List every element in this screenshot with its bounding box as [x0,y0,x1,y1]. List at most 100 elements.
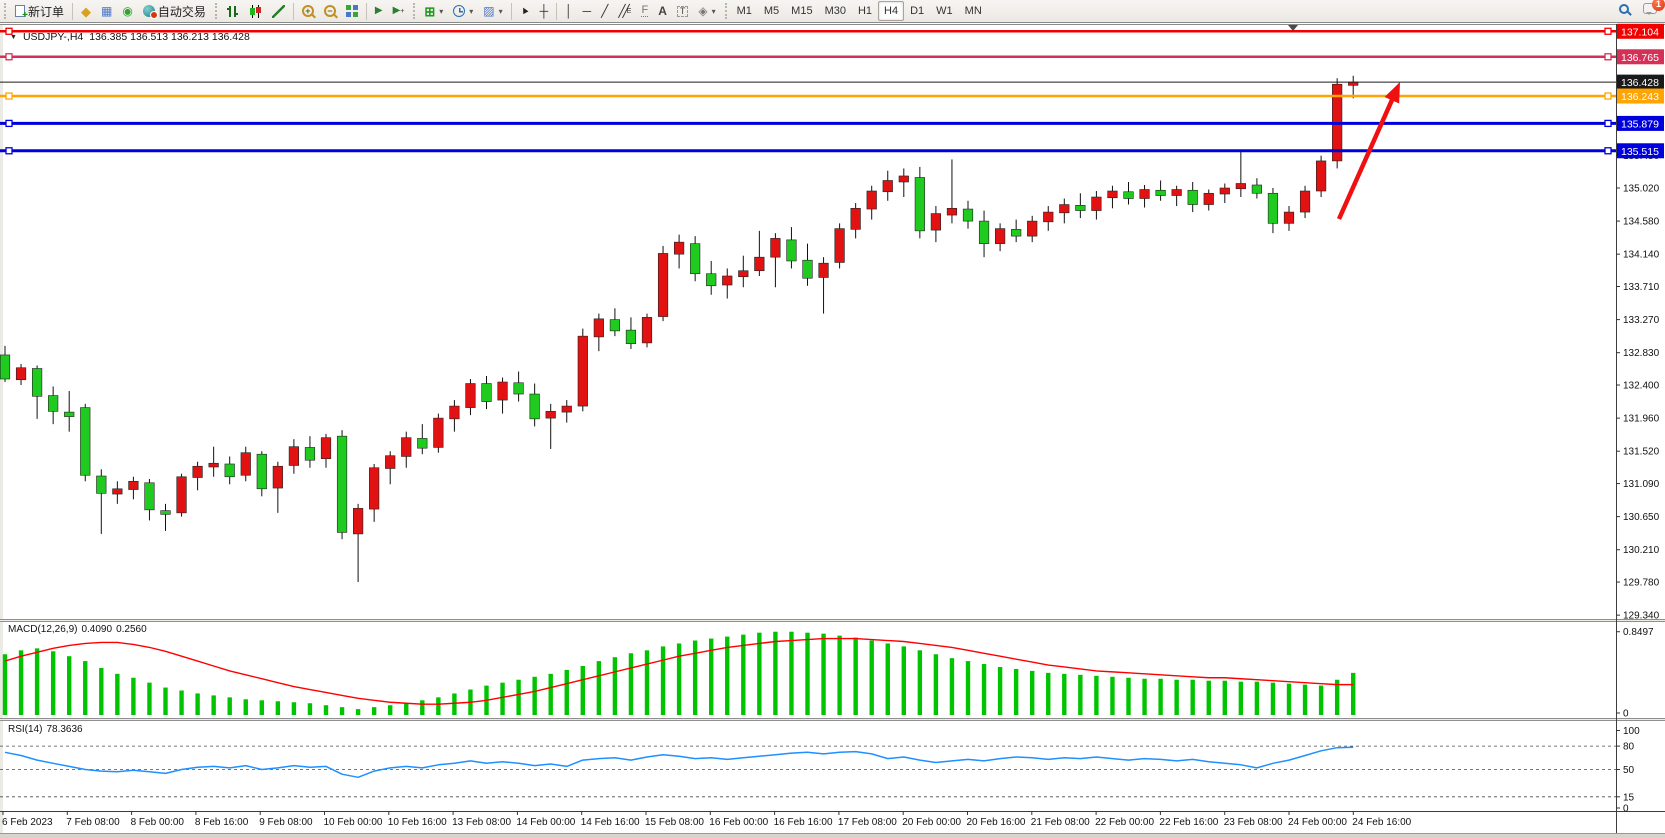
channel-button[interactable]: ╱╱ E [613,1,636,21]
horizontal-line-button[interactable]: ─ [578,1,597,21]
timeframe-d1-button[interactable]: D1 [910,5,925,17]
price-axis-label: 130.650 [1623,512,1660,523]
crosshair-button[interactable]: ┼ [535,1,554,21]
timeframe-m30-button[interactable]: M30 [824,5,846,17]
candle-body [641,317,653,344]
macd-bar [179,690,184,715]
arrows-button[interactable]: ◈ ▾ [693,1,720,21]
chart-shift-button[interactable]: ▶ + [388,1,410,21]
fibonacci-button[interactable]: F [636,1,653,21]
candle-body [898,175,909,183]
vertical-line-button[interactable]: │ [560,1,578,21]
tile-windows-button[interactable] [341,1,363,21]
support-line-2-handle[interactable] [1604,147,1612,155]
time-axis-label: 16 Feb 16:00 [774,817,833,828]
timeframe-m1-button[interactable]: M1 [736,5,752,17]
resistance-line-1-handle[interactable] [1604,27,1612,35]
text-button[interactable]: A [653,1,672,21]
candle-body [1075,204,1086,211]
timeframe-m15-button[interactable]: M15 [791,5,813,17]
search-icon[interactable] [1619,3,1629,14]
timeframe-w1-button[interactable]: W1 [936,5,953,17]
candlestick-chart-button[interactable] [244,1,267,21]
autotrading-button-label: 自动交易 [157,4,206,19]
candle-body [465,383,476,408]
resistance-line-2-handle[interactable] [5,53,13,61]
candle-icon [248,4,262,18]
candle-body [31,368,43,397]
bar-chart-button[interactable] [221,1,244,21]
zoom-out-button[interactable]: − [319,1,341,21]
main-macd-splitter[interactable] [0,619,1665,622]
symbol-dropdown-icon[interactable]: ▼ [10,33,17,41]
macd-bar [949,658,955,715]
macd-bar [1142,678,1147,715]
time-axis-label: 14 Feb 16:00 [581,817,640,828]
market-watch-button[interactable]: ▦ [96,1,117,21]
support-line-1-handle[interactable] [1604,119,1612,128]
line-chart-button[interactable] [267,1,290,21]
timeframe-m5-button[interactable]: M5 [763,5,780,17]
macd-bar [1126,677,1131,715]
candle-body [369,467,380,510]
candle-body [176,476,187,514]
trendline-icon: ╱ [601,4,609,18]
candle-body [1235,183,1246,190]
support-line-1-price-flag [1617,115,1664,131]
periods-button[interactable]: ▾ [448,1,478,21]
macd-bar [420,700,425,715]
macd-bar [500,682,505,715]
price-axis-label: 135.020 [1623,184,1660,195]
label-button[interactable]: T [672,1,694,21]
auto-scroll-button[interactable]: ▶ [370,1,388,21]
label-icon: T [676,5,689,17]
monitor-icon: ▦ [101,4,113,18]
support-line-1-price-label: 135.879 [1621,118,1659,130]
trendline-button[interactable]: ╱ [596,1,613,21]
candle-body [401,437,412,457]
trend-arrow-head[interactable] [1384,82,1400,104]
timeframe-h4-button[interactable]: H4 [878,1,905,21]
macd-bar [275,701,281,715]
candle-body [160,510,171,515]
timeframe-mn-button[interactable]: MN [964,5,982,17]
candle-body [962,208,974,222]
chevron-down-icon: ▾ [469,6,474,16]
new-order-button[interactable]: 新订单 [10,1,69,21]
macd-bar [1238,681,1244,715]
channel-icon: ╱╱ E [618,4,632,18]
macd-bar [388,705,393,715]
candle-body [1267,192,1279,224]
signal-button[interactable]: ◉ [117,1,137,21]
support-line-2-handle[interactable] [5,147,13,155]
support-line-1-handle[interactable] [5,119,13,128]
macd-bar [596,661,602,715]
gold-button[interactable]: ◆ [76,1,96,21]
resistance-line-2-handle[interactable] [1604,53,1612,61]
macd-bar [580,666,585,715]
macd-rsi-splitter[interactable] [0,718,1665,721]
timeframe-h1-button[interactable]: H1 [857,5,873,17]
trend-arrow-shaft[interactable] [1336,93,1397,220]
resistance-line-1-handle[interactable] [5,27,13,35]
autotrading-button[interactable]: 自动交易 [138,1,211,21]
linechart-icon [271,4,285,18]
zoom-in-button[interactable]: + [297,1,319,21]
time-axis-label: 24 Feb 16:00 [1352,817,1411,828]
macd-signal-value: 0.2560 [116,624,147,635]
macd-bar [34,648,40,715]
candle-body [754,256,765,272]
orange-level-line-handle[interactable] [1604,92,1612,100]
macd-bar [821,633,826,715]
new-order-button-label: 新订单 [28,4,65,19]
candle-body [834,228,845,263]
chevron-down-icon: ▾ [498,6,503,16]
macd-bar [1094,675,1099,715]
indicators-button[interactable]: ⊞ ▾ [419,1,448,21]
notifications-button[interactable]: 1 [1643,0,1665,15]
orange-level-line-handle[interactable] [5,92,13,100]
gold-icon: ◆ [81,3,92,19]
cursor-button[interactable]: ▲ [515,1,535,21]
templates-button[interactable]: ▨ ▾ [478,1,507,21]
